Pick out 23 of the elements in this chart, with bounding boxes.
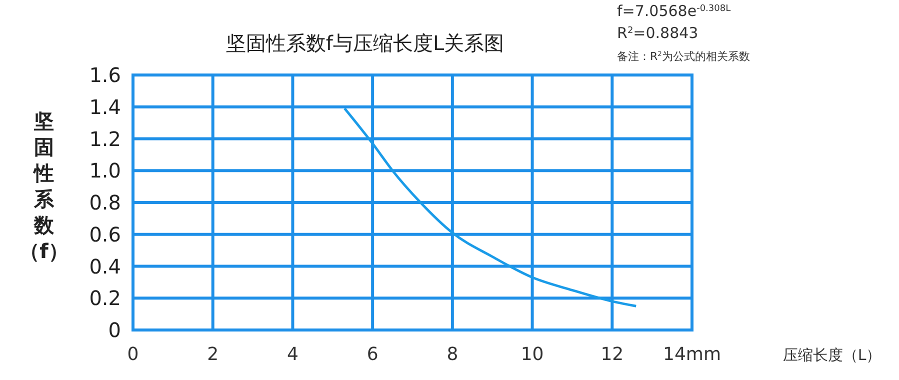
y-tick-label: 0 (108, 318, 121, 342)
y-tick-label: 1.2 (89, 126, 121, 151)
y-tick-label: 1.4 (89, 94, 121, 119)
y-tick-label: 1.6 (89, 63, 121, 87)
x-tick-label: 0 (127, 344, 139, 365)
text: R$^{2}$=0.8843 (617, 24, 698, 42)
y-tick-label: 0.8 (89, 190, 121, 214)
y-tick-label: 0.6 (89, 222, 121, 246)
y-tick-label: 1.0 (89, 158, 121, 183)
text: f=7.0568e$^{-0.308L}$ (617, 2, 731, 20)
chart-title: 坚固性系数f与压缩长度L关系图 (226, 31, 504, 55)
x-tick-label: 14mm (663, 344, 721, 365)
y-tick-label: 0.2 (89, 286, 121, 310)
x-tick-label: 6 (366, 344, 378, 365)
x-tick-label: 2 (207, 344, 219, 365)
x-tick-label: 8 (446, 344, 458, 365)
x-tick-label: 12 (600, 344, 624, 365)
x-tick-label: 4 (286, 344, 298, 365)
x-tick-label: 10 (520, 344, 544, 365)
y-axis-title: 坚固性系数（f） (20, 109, 68, 263)
text: 备注：R$^{2}$为公式的相关系数 (617, 50, 750, 63)
y-tick-label: 0.4 (89, 254, 121, 278)
x-axis-title: 压缩长度（L） (782, 346, 882, 364)
